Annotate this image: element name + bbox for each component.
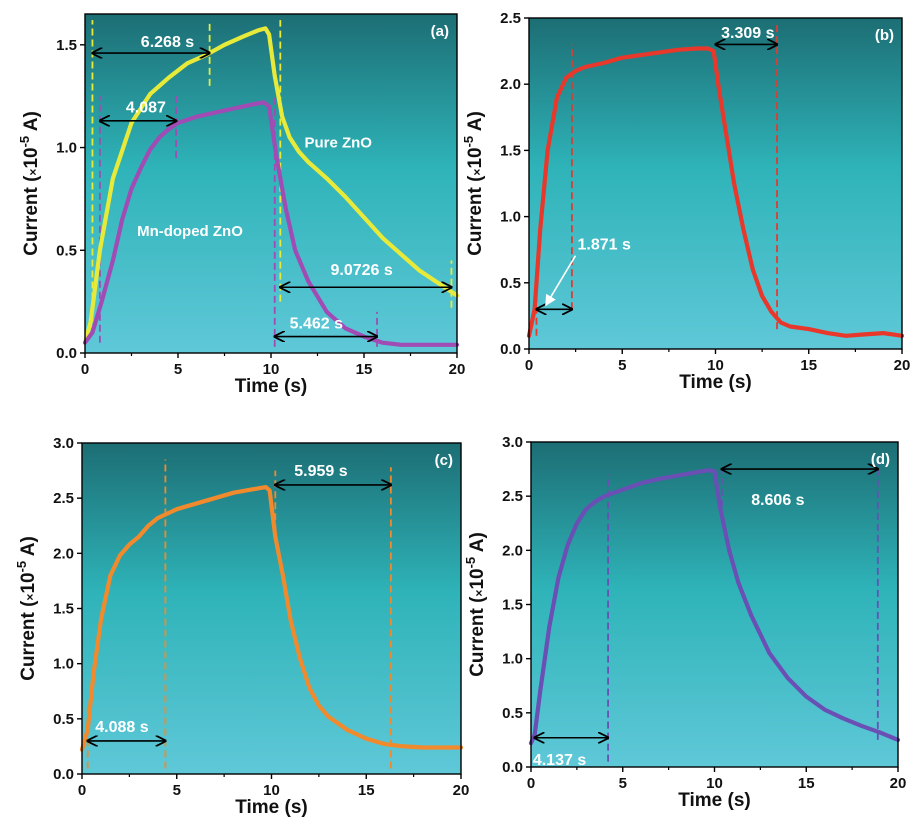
panel-c-y-tick-label: 0.5 xyxy=(53,711,74,728)
panel-b: 1.871 s 3.309 s (b) 0 5 10 15 20 0.0 0.5 1.0 1.5 2.0… xyxy=(461,10,910,393)
panel-a-series-line xyxy=(82,26,460,345)
panel-b-time-label: 3.309 s xyxy=(721,25,774,42)
panel-c-series-line xyxy=(79,485,464,752)
panel-c-x-tick-label: 15 xyxy=(358,782,375,799)
panel-a-y-tick-label: 1.0 xyxy=(56,140,77,157)
panel-a-time-label: 6.268 s xyxy=(141,34,194,51)
panel-b-y-tick-label: 1.5 xyxy=(500,142,521,159)
panel-c-y-tick-label: 2.5 xyxy=(53,490,74,507)
panel-a-x-tick-label: 0 xyxy=(81,361,89,378)
panel-b-x-tick-label: 15 xyxy=(800,357,817,374)
panel-a-y-tick-label: 0.0 xyxy=(56,345,77,362)
panel-d-y-tick-label: 3.0 xyxy=(502,434,523,451)
panel-c-time-label: 5.959 s xyxy=(294,463,347,480)
panel-d-x-tick-label: 10 xyxy=(706,775,723,792)
panel-c-y-tick-label: 1.0 xyxy=(53,656,74,673)
panel-a-x-axis-title: Time (s) xyxy=(235,376,308,397)
panel-c-y-tick-label: 0.0 xyxy=(53,766,74,783)
panel-b-x-tick-label: 0 xyxy=(525,357,533,374)
panel-d-y-tick-label: 2.5 xyxy=(502,488,523,505)
panel-b-x-tick-label: 5 xyxy=(618,357,626,374)
panel-c-y-tick-label: 2.0 xyxy=(53,545,74,562)
panel-b-y-tick-label: 2.0 xyxy=(500,76,521,93)
panel-b-y-tick-label: 0.0 xyxy=(500,341,521,358)
panel-a-series-label: Mn-doped ZnO xyxy=(137,223,243,240)
panel-b-pointer-arrow xyxy=(545,255,577,307)
panel-c-y-tick-label: 3.0 xyxy=(53,435,74,452)
panel-b-x-axis-title: Time (s) xyxy=(679,372,752,393)
panel-d-x-tick-label: 0 xyxy=(527,775,535,792)
panel-c-x-tick-label: 0 xyxy=(78,782,86,799)
panel-b-y-tick-label: 0.5 xyxy=(500,275,521,292)
panel-b-x-tick-label: 20 xyxy=(894,357,911,374)
panel-a-y-tick-label: 1.5 xyxy=(56,37,77,54)
panel-d-label: (d) xyxy=(871,451,890,468)
panel-d-time-label: 4.137 s xyxy=(533,752,586,769)
panel-a-plot-area xyxy=(85,14,457,353)
panel-a-time-label: 5.462 s xyxy=(290,315,343,332)
panel-d-y-tick-label: 0.0 xyxy=(502,759,523,776)
panel-a-x-tick-label: 5 xyxy=(174,361,182,378)
panel-d-y-tick-label: 1.5 xyxy=(502,597,523,614)
panel-d-y-tick-label: 2.0 xyxy=(502,542,523,559)
panel-d: 4.137 s 8.606 s (d) 0 5 10 15 20 0.0 0.5 1.0 1.5 2.0… xyxy=(463,434,906,811)
panel-a-series-label: Pure ZnO xyxy=(304,135,372,152)
panel-d-plot-area xyxy=(531,442,898,767)
panel-a-x-tick-label: 15 xyxy=(356,361,373,378)
panel-a-x-tick-label: 10 xyxy=(263,361,280,378)
panel-b-series-line xyxy=(526,46,905,338)
panel-d-y-tick-label: 0.5 xyxy=(502,705,523,722)
panel-d-time-label: 8.606 s xyxy=(751,492,804,509)
panel-c-x-axis-title: Time (s) xyxy=(235,797,308,818)
panel-d-x-tick-label: 20 xyxy=(890,775,907,792)
panel-c-time-label: 4.088 s xyxy=(95,719,148,736)
panel-b-y-tick-label: 1.0 xyxy=(500,209,521,226)
panel-b-label: (b) xyxy=(875,27,894,44)
panel-c-x-tick-label: 20 xyxy=(453,782,470,799)
panel-c-label: (c) xyxy=(435,452,453,469)
panel-a-y-axis-title: Current (×10-5 A) xyxy=(17,111,42,256)
panel-a-time-label: 4.087 xyxy=(126,100,166,117)
panel-b-time-label: 1.871 s xyxy=(577,237,630,254)
panel-c: 4.088 s 5.959 s (c) 0 5 10 15 20 0.0 0.5 1.0 1.5 2.0… xyxy=(14,435,469,818)
panel-c-x-tick-label: 10 xyxy=(263,782,280,799)
panel-d-x-tick-label: 15 xyxy=(798,775,815,792)
panel-d-y-tick-label: 1.0 xyxy=(502,651,523,668)
panel-c-y-axis-title: Current (×10-5 A) xyxy=(14,536,39,681)
panel-a-y-tick-label: 0.5 xyxy=(56,242,77,259)
panel-c-y-tick-label: 1.5 xyxy=(53,601,74,618)
panel-b-y-tick-label: 2.5 xyxy=(500,10,521,27)
panel-d-x-axis-title: Time (s) xyxy=(678,790,751,811)
panel-a-label: (a) xyxy=(431,23,449,40)
panel-a-time-label: 9.0726 s xyxy=(331,262,393,279)
panel-b-x-tick-label: 10 xyxy=(707,357,724,374)
panel-a: 6.268 s 4.087 9.0726 s 5.462 s Pure ZnO Mn-do… xyxy=(17,13,466,397)
panel-d-y-axis-title: Current (×10-5 A) xyxy=(463,532,488,677)
panel-b-y-axis-title: Current (×10-5 A) xyxy=(461,111,486,256)
panel-a-x-tick-label: 20 xyxy=(449,361,466,378)
panel-d-x-tick-label: 5 xyxy=(619,775,627,792)
panel-c-x-tick-label: 5 xyxy=(173,782,181,799)
panel-d-series-line xyxy=(528,468,901,746)
